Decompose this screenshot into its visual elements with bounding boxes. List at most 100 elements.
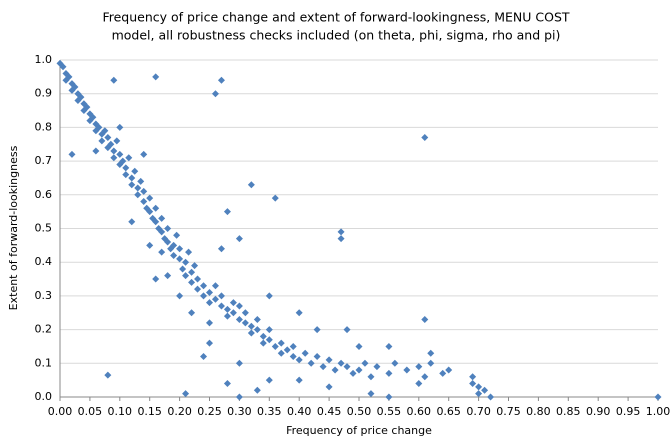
- point: [445, 366, 453, 374]
- point: [110, 154, 118, 162]
- x-tick-label: 0.65: [436, 405, 461, 418]
- x-tick-label: 0.45: [317, 405, 342, 418]
- point: [325, 383, 333, 391]
- x-tick-label: 1.00: [646, 405, 671, 418]
- point: [146, 194, 154, 202]
- point: [200, 292, 208, 300]
- y-tick-label: 0.8: [35, 120, 53, 133]
- point: [170, 251, 178, 259]
- point: [385, 342, 393, 350]
- point: [439, 369, 447, 377]
- point: [158, 248, 166, 256]
- point: [152, 275, 160, 283]
- point: [469, 373, 477, 381]
- point: [89, 113, 97, 121]
- point: [427, 359, 435, 367]
- point: [331, 366, 339, 374]
- point: [313, 326, 321, 334]
- point: [217, 302, 225, 310]
- point: [119, 157, 127, 165]
- point: [223, 305, 231, 313]
- point: [247, 322, 255, 330]
- point: [92, 147, 100, 155]
- point: [259, 332, 267, 340]
- point: [271, 194, 279, 202]
- y-tick-label: 0.2: [35, 323, 53, 336]
- point: [200, 353, 208, 361]
- x-tick-label: 0.20: [167, 405, 192, 418]
- point: [277, 339, 285, 347]
- point: [110, 147, 118, 155]
- chart-title: Frequency of price change and extent of …: [102, 10, 569, 25]
- point: [247, 329, 255, 337]
- point: [194, 275, 202, 283]
- x-tick-label: 0.05: [78, 405, 103, 418]
- point: [200, 282, 208, 290]
- point: [211, 90, 219, 98]
- point: [182, 258, 190, 266]
- point: [277, 349, 285, 357]
- point: [122, 171, 130, 179]
- point: [206, 289, 213, 297]
- y-tick-label: 0.7: [35, 154, 53, 167]
- x-tick-label: 0.50: [347, 405, 372, 418]
- point: [247, 181, 255, 189]
- point: [301, 349, 309, 357]
- point: [223, 312, 231, 320]
- point: [367, 373, 375, 381]
- point: [140, 198, 148, 206]
- point: [319, 363, 327, 371]
- y-tick-label: 0.6: [35, 188, 53, 201]
- point: [265, 376, 273, 384]
- point: [98, 137, 106, 145]
- y-tick-label: 0.3: [35, 289, 53, 302]
- point: [131, 167, 139, 175]
- point: [235, 359, 243, 367]
- point: [289, 353, 297, 361]
- point: [104, 134, 112, 142]
- y-axis-label: Extent of forward-lookingness: [7, 145, 20, 310]
- point: [337, 359, 345, 367]
- y-tick-label: 0.0: [35, 390, 53, 403]
- x-axis-label: Frequency of price change: [286, 424, 432, 436]
- point: [481, 386, 489, 394]
- point: [146, 208, 154, 216]
- point: [110, 76, 118, 84]
- x-tick-label: 0.80: [526, 405, 551, 418]
- point: [59, 63, 67, 71]
- point: [313, 353, 321, 361]
- point: [158, 228, 166, 236]
- point: [337, 228, 345, 236]
- point: [295, 356, 303, 364]
- point: [146, 241, 154, 249]
- point: [176, 245, 184, 253]
- point: [271, 342, 279, 350]
- point: [325, 356, 333, 364]
- x-tick-label: 0.55: [377, 405, 402, 418]
- point: [217, 245, 225, 253]
- point: [391, 359, 399, 367]
- point: [265, 326, 273, 334]
- point: [188, 278, 196, 286]
- point: [295, 309, 303, 317]
- point: [475, 383, 483, 391]
- point: [289, 342, 297, 350]
- point: [194, 285, 202, 293]
- point: [355, 342, 363, 350]
- point: [415, 363, 423, 371]
- point: [253, 315, 261, 323]
- point: [235, 315, 243, 323]
- x-tick-label: 0.95: [616, 405, 641, 418]
- y-tick-label: 1.0: [35, 53, 53, 66]
- x-tick-label: 0.90: [586, 405, 611, 418]
- point: [134, 191, 142, 199]
- point: [487, 393, 495, 401]
- point: [116, 150, 124, 158]
- point: [65, 73, 73, 81]
- point: [211, 282, 219, 290]
- point: [421, 134, 429, 142]
- point: [77, 93, 85, 101]
- point: [229, 299, 237, 307]
- x-tick-label: 0.15: [137, 405, 162, 418]
